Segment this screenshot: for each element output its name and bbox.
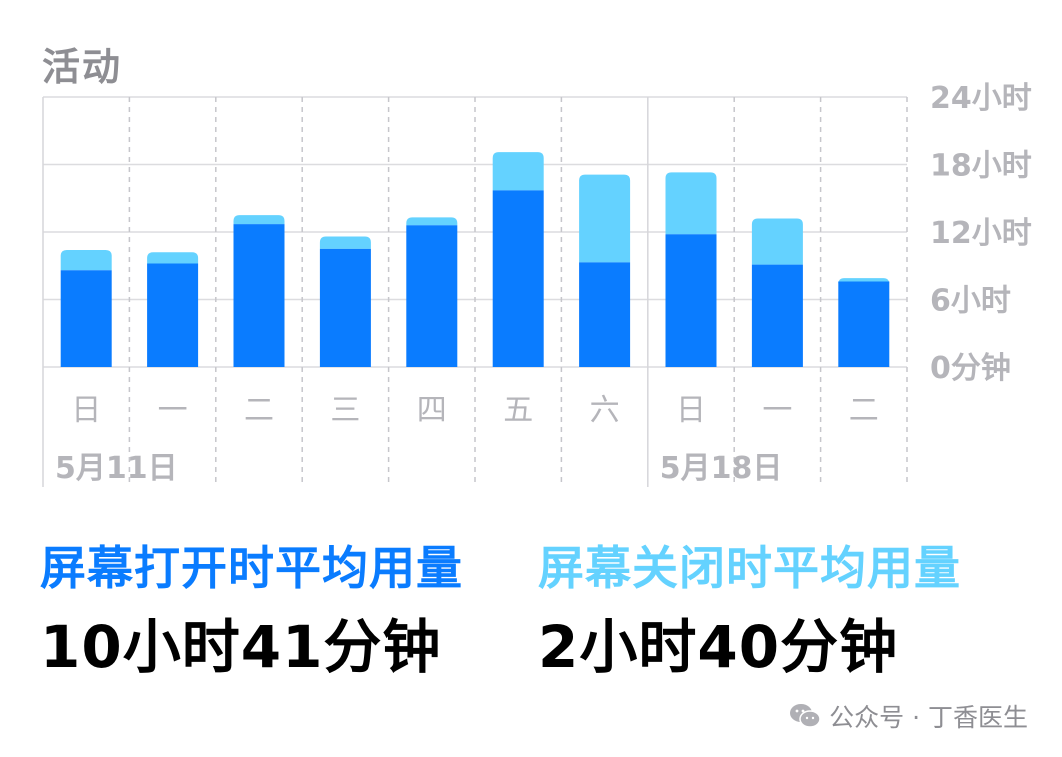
activity-chart: 日 一 二 三 四 五 六 日 一 二 5月11日 5月18日 0分钟 6小时 12小时 18小时 24小时 [42, 81, 1032, 487]
bar-off-5 [492, 152, 544, 191]
watermark: 公众号 · 丁香医生 [789, 698, 1028, 734]
category-label-1: 一 [158, 393, 188, 428]
bar-off-1 [147, 252, 199, 264]
bar-on-3 [319, 248, 371, 367]
bar-off-9 [838, 278, 890, 285]
y-tick-label-4: 24小时 [930, 81, 1032, 116]
category-label-8: 一 [762, 393, 792, 428]
bar-on-0 [60, 270, 112, 367]
section-title: 活动 [42, 45, 123, 89]
bar-on-1 [147, 263, 199, 367]
bar-off-8 [751, 218, 803, 265]
bar-on-8 [751, 264, 803, 367]
screen-off-label: 屏幕关闭时平均用量 [538, 541, 961, 595]
bar-on-9 [838, 281, 890, 367]
category-label-6: 六 [590, 393, 620, 428]
bar-on-2 [233, 224, 285, 367]
watermark-text: 公众号 · 丁香医生 [829, 703, 1028, 732]
week-label-1: 5月18日 [660, 451, 783, 486]
bar-on-4 [406, 225, 458, 367]
bar-off-4 [406, 217, 458, 226]
bar-off-3 [319, 236, 371, 249]
bar-on-5 [492, 190, 544, 367]
category-label-0: 日 [71, 393, 101, 428]
category-label-2: 二 [244, 393, 274, 428]
bar-on-7 [665, 234, 717, 367]
week-label-0: 5月11日 [55, 451, 178, 486]
bar-off-2 [233, 215, 285, 225]
bar-off-7 [665, 172, 717, 235]
category-label-9: 二 [849, 393, 879, 428]
screen-on-label: 屏幕打开时平均用量 [40, 541, 463, 595]
bar-off-6 [579, 174, 631, 263]
category-label-3: 三 [330, 393, 360, 428]
category-label-5: 五 [503, 393, 533, 428]
category-label-4: 四 [417, 393, 447, 428]
screen-off-value: 2小时40分钟 [538, 613, 899, 681]
category-label-7: 日 [676, 393, 706, 428]
screen-on-value: 10小时41分钟 [40, 613, 442, 681]
y-tick-label-1: 6小时 [930, 284, 1011, 319]
y-tick-label-3: 18小时 [930, 149, 1032, 184]
bar-on-6 [579, 262, 631, 367]
y-tick-label-2: 12小时 [930, 216, 1032, 251]
y-tick-label-0: 0分钟 [930, 351, 1011, 386]
bar-off-0 [60, 250, 112, 271]
wechat-icon [790, 704, 821, 728]
